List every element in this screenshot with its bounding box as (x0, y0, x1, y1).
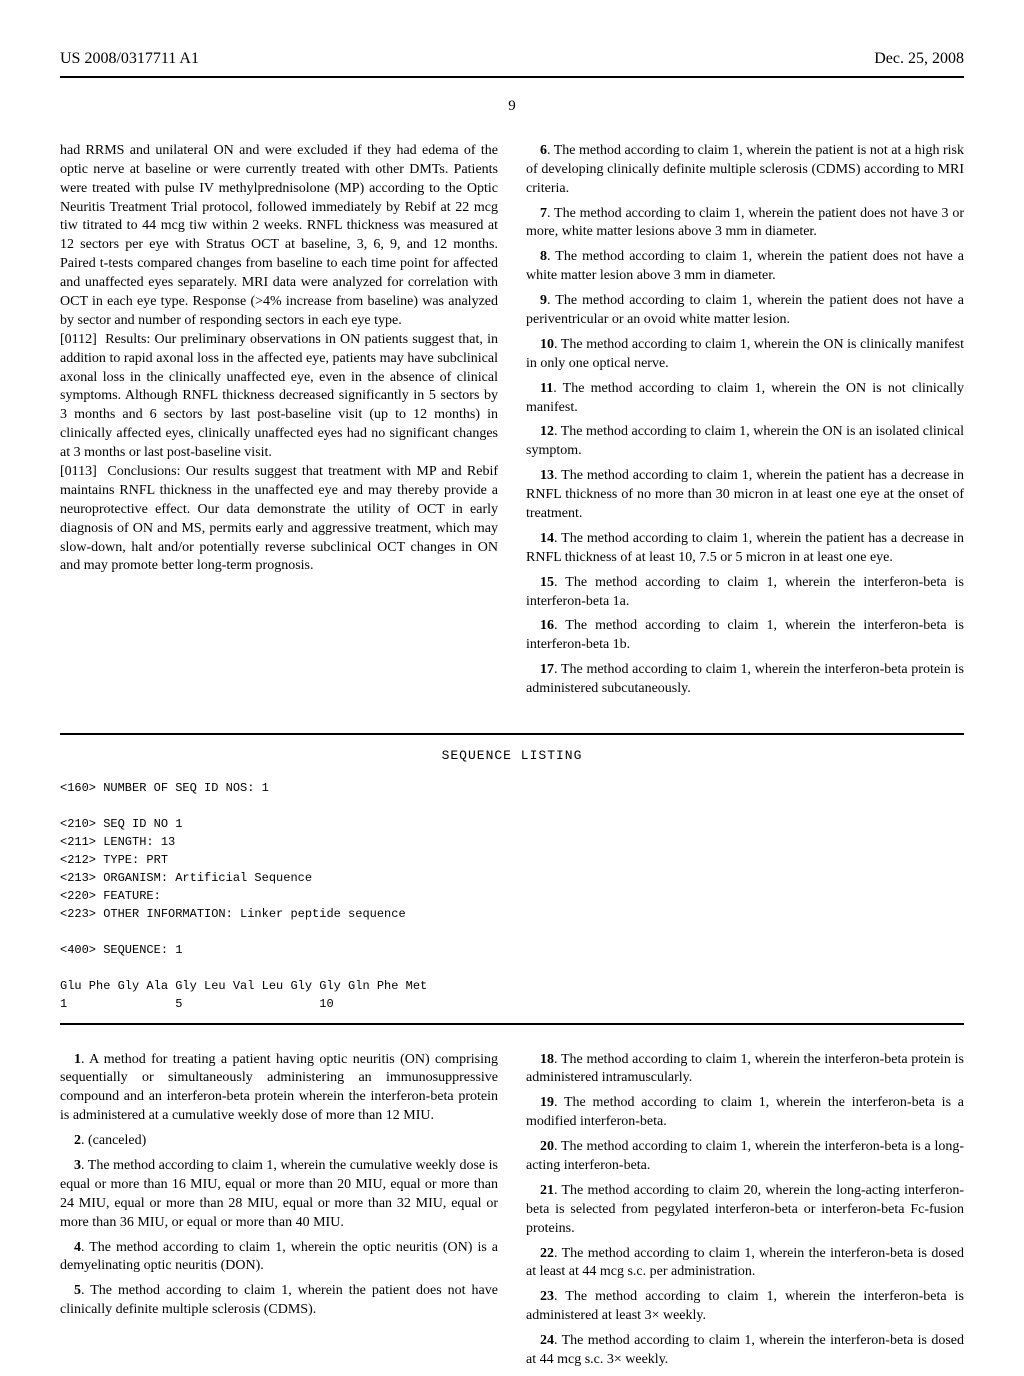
sequence-title: SEQUENCE LISTING (60, 747, 964, 765)
claim-num-16: 16 (540, 618, 554, 633)
claims-right-column: 18. The method according to claim 1, whe… (526, 1051, 964, 1376)
claim-num-19: 19 (540, 1095, 554, 1110)
claim-text-10: . The method according to claim 1, where… (526, 337, 964, 371)
publication-number: US 2008/0317711 A1 (60, 48, 199, 70)
claim-text-1: . A method for treating a patient having… (60, 1052, 498, 1124)
claim-text-8: . The method according to claim 1, where… (526, 249, 964, 283)
claim-2: 2. (canceled) (60, 1132, 498, 1151)
claim-num-15: 15 (540, 575, 554, 590)
publication-date: Dec. 25, 2008 (874, 48, 964, 70)
claim-num-9: 9 (540, 293, 547, 308)
claim-21: 21. The method according to claim 20, wh… (526, 1182, 964, 1239)
upper-columns: had RRMS and unilateral ON and were excl… (60, 142, 964, 705)
claim-15: 15. The method according to claim 1, whe… (526, 574, 964, 612)
sequence-listing: SEQUENCE LISTING <160> NUMBER OF SEQ ID … (60, 733, 964, 1025)
claim-text-12: . The method according to claim 1, where… (526, 424, 964, 458)
claim-4: 4. The method according to claim 1, wher… (60, 1239, 498, 1277)
claim-text-15: . The method according to claim 1, where… (526, 575, 964, 609)
header-rule (60, 76, 964, 78)
claim-num-23: 23 (540, 1289, 554, 1304)
claim-22: 22. The method according to claim 1, whe… (526, 1245, 964, 1283)
claim-10: 10. The method according to claim 1, whe… (526, 336, 964, 374)
claim-8: 8. The method according to claim 1, wher… (526, 248, 964, 286)
page-number: 9 (60, 96, 964, 116)
para-text-0112: Results: Our preliminary observations in… (60, 332, 498, 460)
claim-6: 6. The method according to claim 1, wher… (526, 142, 964, 199)
claim-num-2: 2 (74, 1133, 81, 1148)
claim-text-22: . The method according to claim 1, where… (526, 1246, 964, 1280)
claim-text-5: . The method according to claim 1, where… (60, 1283, 498, 1317)
claim-num-17: 17 (540, 662, 554, 677)
claim-num-6: 6 (540, 143, 547, 158)
claim-16: 16. The method according to claim 1, whe… (526, 617, 964, 655)
page-header: US 2008/0317711 A1 Dec. 25, 2008 (60, 48, 964, 70)
claim-text-6: . The method according to claim 1, where… (526, 143, 964, 196)
claim-text-11: . The method according to claim 1, where… (526, 381, 964, 415)
claim-num-20: 20 (540, 1139, 554, 1154)
claim-13: 13. The method according to claim 1, whe… (526, 467, 964, 524)
lower-columns: 1. A method for treating a patient havin… (60, 1051, 964, 1376)
claim-17: 17. The method according to claim 1, whe… (526, 661, 964, 699)
claim-text-18: . The method according to claim 1, where… (526, 1052, 964, 1086)
claim-text-9: . The method according to claim 1, where… (526, 293, 964, 327)
claim-num-7: 7 (540, 206, 547, 221)
claim-num-4: 4 (74, 1240, 81, 1255)
claim-text-16: . The method according to claim 1, where… (526, 618, 964, 652)
claim-23: 23. The method according to claim 1, whe… (526, 1288, 964, 1326)
claim-num-1: 1 (74, 1052, 81, 1067)
paragraph-0112: [0112] Results: Our preliminary observat… (60, 331, 498, 463)
claim-text-21: . The method according to claim 20, wher… (526, 1183, 964, 1236)
claim-num-14: 14 (540, 531, 554, 546)
claim-9: 9. The method according to claim 1, wher… (526, 292, 964, 330)
right-column: 6. The method according to claim 1, wher… (526, 142, 964, 705)
claim-18: 18. The method according to claim 1, whe… (526, 1051, 964, 1089)
claim-14: 14. The method according to claim 1, whe… (526, 530, 964, 568)
claim-num-11: 11 (540, 381, 553, 396)
para-label-0113: [0113] (60, 464, 97, 479)
claim-20: 20. The method according to claim 1, whe… (526, 1138, 964, 1176)
claim-num-8: 8 (540, 249, 547, 264)
claim-3: 3. The method according to claim 1, wher… (60, 1157, 498, 1233)
claim-num-21: 21 (540, 1183, 554, 1198)
claim-11: 11. The method according to claim 1, whe… (526, 380, 964, 418)
claim-7: 7. The method according to claim 1, wher… (526, 205, 964, 243)
claim-text-23: . The method according to claim 1, where… (526, 1289, 964, 1323)
claim-num-12: 12 (540, 424, 554, 439)
claim-num-22: 22 (540, 1246, 554, 1261)
claim-text-2: . (canceled) (81, 1133, 146, 1148)
claim-text-3: . The method according to claim 1, where… (60, 1158, 498, 1230)
run-in-paragraph: had RRMS and unilateral ON and were excl… (60, 142, 498, 331)
claim-num-3: 3 (74, 1158, 81, 1173)
left-column: had RRMS and unilateral ON and were excl… (60, 142, 498, 705)
claim-12: 12. The method according to claim 1, whe… (526, 423, 964, 461)
claim-text-14: . The method according to claim 1, where… (526, 531, 964, 565)
claim-text-17: . The method according to claim 1, where… (526, 662, 964, 696)
claim-num-13: 13 (540, 468, 554, 483)
claim-text-24: . The method according to claim 1, where… (526, 1333, 964, 1367)
para-text-0113: Conclusions: Our results suggest that tr… (60, 464, 498, 573)
claim-text-13: . The method according to claim 1, where… (526, 468, 964, 521)
claim-text-4: . The method according to claim 1, where… (60, 1240, 498, 1274)
paragraph-0113: [0113] Conclusions: Our results suggest … (60, 463, 498, 576)
para-label-0112: [0112] (60, 332, 97, 347)
claim-num-18: 18 (540, 1052, 554, 1067)
claim-24: 24. The method according to claim 1, whe… (526, 1332, 964, 1370)
claim-1: 1. A method for treating a patient havin… (60, 1051, 498, 1127)
claim-19: 19. The method according to claim 1, whe… (526, 1094, 964, 1132)
claim-num-5: 5 (74, 1283, 81, 1298)
claim-text-20: . The method according to claim 1, where… (526, 1139, 964, 1173)
claim-text-19: . The method according to claim 1, where… (526, 1095, 964, 1129)
claim-text-7: . The method according to claim 1, where… (526, 206, 964, 240)
claim-5: 5. The method according to claim 1, wher… (60, 1282, 498, 1320)
claim-num-10: 10 (540, 337, 554, 352)
sequence-body: <160> NUMBER OF SEQ ID NOS: 1 <210> SEQ … (60, 779, 964, 1013)
claims-left-column: 1. A method for treating a patient havin… (60, 1051, 498, 1376)
claim-num-24: 24 (540, 1333, 554, 1348)
